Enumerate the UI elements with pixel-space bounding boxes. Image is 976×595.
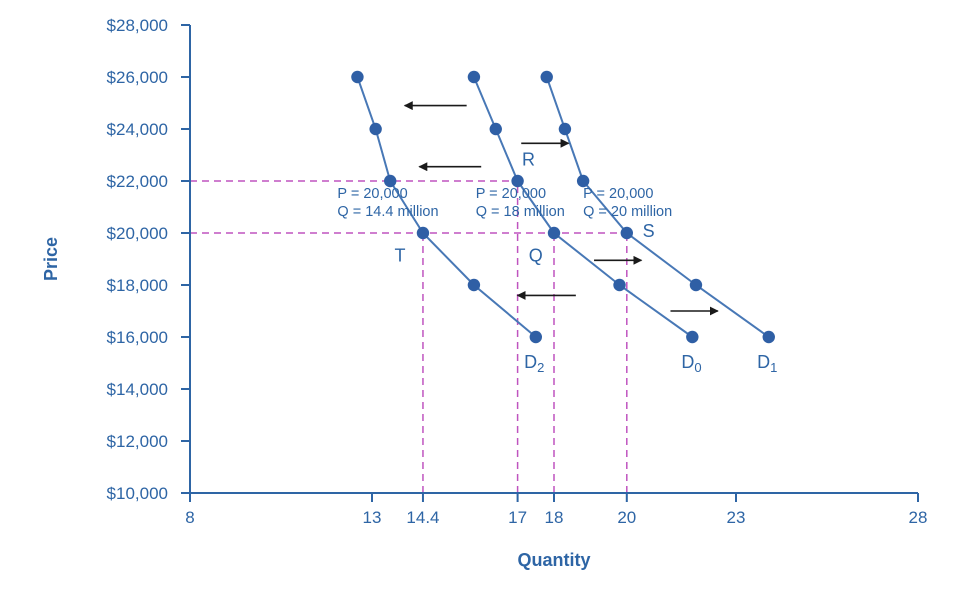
y-tick-label: $18,000 (107, 276, 168, 295)
point-D2 (467, 278, 481, 292)
y-tick-label: $14,000 (107, 380, 168, 399)
y-tick-label: $24,000 (107, 120, 168, 139)
curve-D2 (356, 76, 537, 338)
point-label-R: R (522, 149, 535, 169)
point-label-T: T (395, 246, 406, 266)
annotation-line: Q = 14.4 million (337, 204, 438, 220)
y-tick-label: $10,000 (107, 484, 168, 503)
x-tick-label: 14.4 (406, 508, 439, 527)
point-label-Q: Q (529, 246, 543, 266)
y-tick-label: $26,000 (107, 68, 168, 87)
point-D2 (384, 174, 397, 188)
point-D1 (576, 174, 590, 188)
curve-label-D0: D0 (681, 352, 701, 375)
curve-D0 (472, 76, 693, 338)
point-D0 (613, 278, 626, 292)
annotation-line: Q = 18 million (476, 204, 565, 220)
point-D1 (558, 122, 572, 136)
annotation-line: P = 20,000 (583, 186, 653, 202)
x-axis-title: Quantity (517, 550, 590, 570)
point-D1 (620, 226, 633, 240)
x-tick-label: 23 (727, 508, 746, 527)
annotation-line: P = 20,000 (476, 186, 546, 202)
x-tick-label: 13 (363, 508, 382, 527)
y-axis-title: Price (41, 237, 61, 281)
point-D1 (762, 330, 775, 344)
x-tick-label: 20 (617, 508, 636, 527)
y-tick-label: $12,000 (107, 432, 168, 451)
point-D1 (540, 70, 553, 84)
point-D0 (489, 122, 502, 136)
point-D2 (529, 330, 542, 344)
x-tick-label: 17 (508, 508, 527, 527)
point-D0 (686, 330, 699, 344)
curve-label-D1: D1 (757, 352, 777, 375)
x-tick-label: 8 (185, 508, 194, 527)
point-D2 (369, 122, 382, 136)
y-tick-label: $28,000 (107, 16, 168, 35)
annotation-line: Q = 20 million (583, 204, 672, 220)
y-tick-label: $16,000 (107, 328, 168, 347)
y-tick-label: $22,000 (107, 172, 168, 191)
point-D2 (416, 226, 430, 240)
x-tick-label: 18 (545, 508, 564, 527)
point-D2 (351, 70, 364, 84)
x-tick-label: 28 (909, 508, 928, 527)
point-D1 (689, 278, 703, 292)
y-tick-label: $20,000 (107, 224, 168, 243)
point-D0 (467, 70, 481, 84)
annotation-line: P = 20,000 (337, 186, 407, 202)
curve-label-D2: D2 (524, 352, 544, 375)
curve-D1 (545, 76, 770, 338)
point-D0 (547, 226, 561, 240)
point-label-S: S (643, 221, 655, 241)
point-D0 (511, 174, 524, 188)
